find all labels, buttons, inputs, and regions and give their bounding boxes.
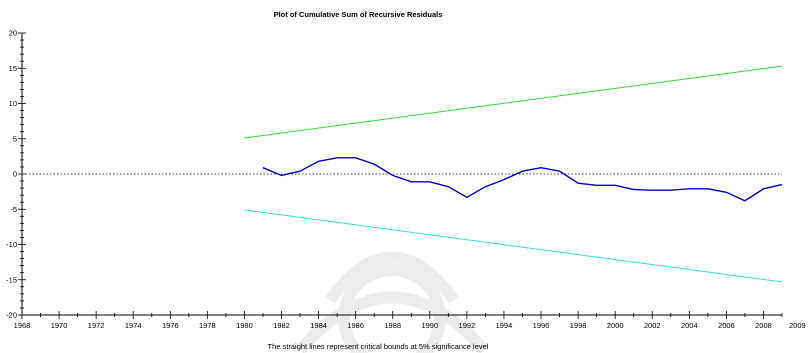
series-lines	[22, 65, 783, 283]
x-axis-ticks: 1968 1970 1972 1974 1976 1978 1980 1982 1984 1986…	[14, 311, 806, 330]
x-tick-label: 1988	[384, 321, 401, 330]
y-tick-label: -5	[10, 205, 17, 214]
x-tick-label: 1992	[459, 321, 476, 330]
y-tick-label: 5	[13, 134, 17, 143]
x-tick-label: 1976	[162, 321, 179, 330]
y-tick-label: -10	[6, 240, 17, 249]
x-tick-label: 2009	[789, 321, 806, 330]
x-tick-label: 2004	[681, 321, 698, 330]
y-axis-ticks: 20 15 10 5 0 -5 -10 -15 -20	[6, 29, 26, 320]
x-tick-label: 2000	[607, 321, 624, 330]
x-tick-label: 1982	[273, 321, 290, 330]
x-tick-label: 1994	[496, 321, 513, 330]
y-tick-label: 20	[9, 29, 17, 38]
x-tick-label: 1970	[51, 321, 68, 330]
y-tick-label: 10	[9, 99, 17, 108]
x-tick-label: 2008	[755, 321, 772, 330]
cusum-line	[262, 157, 783, 202]
x-tick-label: 1980	[236, 321, 253, 330]
x-tick-label: 1996	[533, 321, 550, 330]
watermark-logo	[295, 251, 489, 353]
x-tick-label: 1974	[125, 321, 142, 330]
x-tick-label: 2006	[718, 321, 735, 330]
x-tick-label: 1986	[347, 321, 364, 330]
y-tick-label: 0	[13, 170, 17, 179]
bounds-note: The straight lines represent critical bo…	[268, 342, 489, 351]
y-tick-label: -20	[6, 311, 17, 320]
x-tick-label: 2002	[644, 321, 661, 330]
x-tick-label: 1968	[14, 321, 31, 330]
lower-bound-line	[244, 209, 783, 283]
y-tick-label: -15	[6, 275, 17, 284]
x-tick-label: 1990	[421, 321, 438, 330]
x-tick-label: 1998	[570, 321, 587, 330]
x-tick-label: 1972	[88, 321, 105, 330]
y-tick-label: 15	[9, 64, 17, 73]
x-tick-label: 1978	[199, 321, 216, 330]
upper-bound-line	[244, 65, 783, 139]
x-tick-label: 1984	[310, 321, 327, 330]
chart-title: Plot of Cumulative Sum of Recursive Resi…	[274, 10, 443, 19]
